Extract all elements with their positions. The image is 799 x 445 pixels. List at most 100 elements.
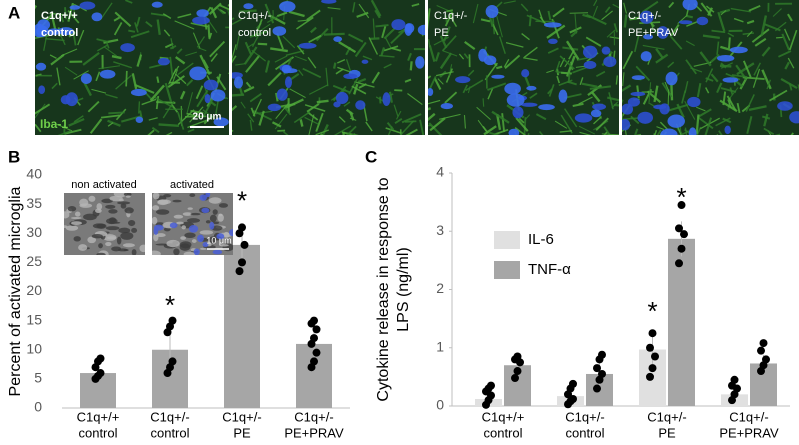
cell	[106, 226, 120, 230]
fiber	[108, 112, 124, 113]
x-tick-label: PE	[233, 425, 251, 440]
cell	[189, 193, 195, 197]
fiber	[157, 77, 158, 83]
nucleus	[526, 86, 536, 91]
cell	[108, 209, 117, 213]
y-tick-label: 0	[34, 399, 42, 415]
x-tick-label: PE	[658, 425, 676, 440]
cell	[153, 192, 160, 199]
data-point	[646, 344, 654, 352]
nucleus	[197, 235, 204, 243]
fiber	[324, 34, 345, 35]
x-tick-label: C1q+/-	[222, 409, 261, 424]
nucleus	[355, 100, 365, 110]
cell	[71, 217, 82, 219]
cell	[117, 237, 122, 245]
x-tick-label: C1q+/-	[647, 409, 686, 424]
cell	[66, 225, 78, 230]
cell	[120, 232, 133, 240]
nucleus	[584, 61, 597, 69]
cell	[79, 203, 92, 208]
nucleus	[205, 94, 211, 103]
nucleus	[66, 92, 78, 106]
cell	[78, 244, 87, 251]
inset-image	[148, 192, 236, 258]
cell	[139, 245, 147, 253]
fiber	[126, 71, 127, 86]
nucleus	[196, 9, 208, 17]
cell	[108, 222, 120, 224]
cell	[98, 243, 103, 248]
nucleus	[723, 77, 739, 82]
cell	[105, 242, 111, 246]
cell	[74, 236, 81, 241]
y-tick-label: 20	[26, 282, 42, 298]
data-point	[649, 364, 657, 372]
nucleus	[687, 97, 700, 107]
fiber	[625, 14, 626, 27]
nucleus	[559, 90, 568, 103]
y-tick-label: 4	[436, 164, 444, 180]
significance-marker: *	[676, 182, 686, 212]
nucleus	[641, 51, 652, 61]
nucleus	[697, 17, 709, 25]
cell	[187, 218, 200, 223]
cell	[75, 211, 80, 216]
data-point	[649, 329, 657, 337]
condition-label: PE+PRAV	[628, 27, 679, 39]
nucleus	[362, 60, 369, 64]
nucleus	[405, 23, 414, 33]
nucleus	[268, 104, 281, 111]
fiber	[370, 38, 379, 39]
fiber	[623, 135, 641, 138]
scale-bar-label: 20 μm	[193, 112, 222, 123]
data-point	[757, 347, 765, 355]
fiber	[209, 25, 210, 38]
cell	[148, 251, 161, 258]
data-point	[241, 241, 249, 249]
fiber	[525, 117, 526, 134]
data-point	[514, 352, 522, 360]
nucleus	[36, 63, 46, 71]
x-tick-label: control	[150, 425, 189, 440]
nucleus	[234, 76, 243, 88]
stain-label: Iba-1	[40, 117, 68, 131]
fiber	[159, 124, 179, 125]
fiber	[776, 37, 783, 38]
cell	[184, 233, 195, 239]
x-tick-label: control	[78, 425, 117, 440]
panel-label: C	[365, 147, 377, 166]
condition-label: control	[238, 27, 271, 39]
fiber	[277, 131, 285, 132]
nucleus	[204, 80, 219, 91]
fiber	[530, 15, 531, 26]
nucleus	[189, 225, 198, 233]
nucleus	[730, 47, 748, 54]
nucleus	[391, 19, 405, 30]
fiber	[128, 31, 135, 32]
condition-label: PE	[434, 27, 449, 39]
cell	[213, 209, 218, 215]
fiber	[405, 121, 416, 122]
nucleus	[620, 119, 630, 130]
cell	[124, 207, 133, 213]
condition-label: control	[41, 27, 78, 39]
y-tick-label: 15	[26, 311, 42, 327]
cell	[188, 207, 193, 210]
nucleus	[136, 117, 144, 123]
x-tick-label: C1q+/+	[77, 409, 120, 424]
cell	[200, 230, 213, 234]
nucleus	[336, 92, 349, 104]
nucleus	[194, 249, 200, 256]
fiber	[301, 119, 303, 126]
fiber	[24, 6, 36, 24]
significance-marker: *	[165, 290, 175, 320]
nucleus	[666, 72, 678, 86]
nucleus	[777, 101, 793, 111]
cell	[152, 205, 159, 210]
nucleus	[200, 194, 207, 200]
cell	[218, 214, 222, 217]
nucleus	[653, 105, 666, 110]
nucleus	[299, 43, 317, 49]
nucleus	[79, 1, 95, 9]
